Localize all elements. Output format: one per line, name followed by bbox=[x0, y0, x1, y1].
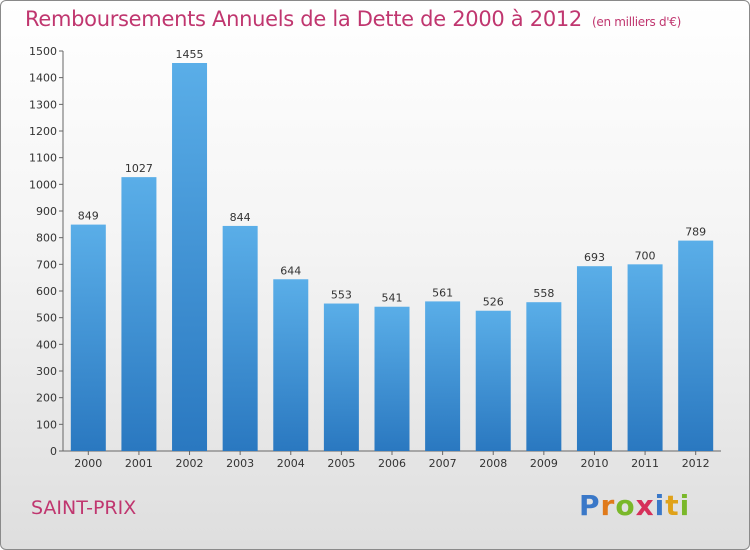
bar-2011 bbox=[627, 264, 663, 451]
data-label: 789 bbox=[685, 226, 706, 239]
bar-2005 bbox=[323, 303, 359, 451]
unit-note: (en milliers d'€) bbox=[592, 15, 682, 29]
x-tick-label: 2006 bbox=[378, 457, 406, 470]
x-tick-label: 2000 bbox=[74, 457, 102, 470]
data-label: 558 bbox=[533, 287, 554, 300]
place-name: SAINT-PRIX bbox=[31, 497, 137, 519]
data-label: 541 bbox=[382, 292, 403, 305]
y-tick-label: 700 bbox=[36, 258, 57, 271]
x-tick-label: 2010 bbox=[580, 457, 608, 470]
x-tick-label: 2012 bbox=[682, 457, 710, 470]
y-tick-label: 1400 bbox=[29, 72, 57, 85]
x-tick-label: 2004 bbox=[277, 457, 305, 470]
y-tick-label: 100 bbox=[36, 418, 57, 431]
data-label: 1027 bbox=[125, 162, 153, 175]
x-tick-label: 2002 bbox=[176, 457, 204, 470]
title-text: Remboursements Annuels de la Dette de 20… bbox=[25, 7, 582, 31]
y-tick-label: 1500 bbox=[29, 45, 57, 58]
data-label: 849 bbox=[78, 210, 99, 223]
bar-2003 bbox=[222, 225, 258, 451]
data-label: 526 bbox=[483, 296, 504, 309]
y-tick-label: 1100 bbox=[29, 152, 57, 165]
x-tick-label: 2003 bbox=[226, 457, 254, 470]
x-tick-label: 2008 bbox=[479, 457, 507, 470]
bar-2007 bbox=[425, 301, 461, 451]
chart-title: Remboursements Annuels de la Dette de 20… bbox=[25, 7, 681, 31]
bar-2000 bbox=[70, 224, 106, 451]
y-tick-label: 400 bbox=[36, 338, 57, 351]
y-tick-label: 800 bbox=[36, 232, 57, 245]
y-tick-label: 500 bbox=[36, 312, 57, 325]
y-tick-label: 900 bbox=[36, 205, 57, 218]
x-tick-label: 2007 bbox=[429, 457, 457, 470]
y-tick-label: 1000 bbox=[29, 178, 57, 191]
data-label: 693 bbox=[584, 251, 605, 264]
bar-2008 bbox=[475, 310, 511, 451]
data-label: 561 bbox=[432, 286, 453, 299]
y-tick-label: 1300 bbox=[29, 98, 57, 111]
y-tick-label: 200 bbox=[36, 392, 57, 405]
bar-2001 bbox=[121, 177, 157, 451]
y-tick-label: 0 bbox=[50, 445, 57, 458]
bar-2012 bbox=[678, 240, 714, 451]
data-label: 553 bbox=[331, 289, 352, 302]
data-label: 700 bbox=[635, 249, 656, 262]
x-tick-label: 2001 bbox=[125, 457, 153, 470]
bar-2002 bbox=[172, 63, 208, 451]
bar-2006 bbox=[374, 306, 410, 451]
x-tick-label: 2009 bbox=[530, 457, 558, 470]
data-label: 644 bbox=[280, 264, 301, 277]
bar-2009 bbox=[526, 302, 562, 451]
proxiti-logo: Proxiti bbox=[579, 489, 691, 522]
y-tick-label: 1200 bbox=[29, 125, 57, 138]
y-tick-label: 300 bbox=[36, 365, 57, 378]
bar-2010 bbox=[576, 266, 612, 451]
y-tick-label: 600 bbox=[36, 285, 57, 298]
x-tick-label: 2011 bbox=[631, 457, 659, 470]
bar-2004 bbox=[273, 279, 309, 451]
data-label: 1455 bbox=[176, 48, 204, 61]
data-label: 844 bbox=[230, 211, 251, 224]
x-tick-label: 2005 bbox=[327, 457, 355, 470]
